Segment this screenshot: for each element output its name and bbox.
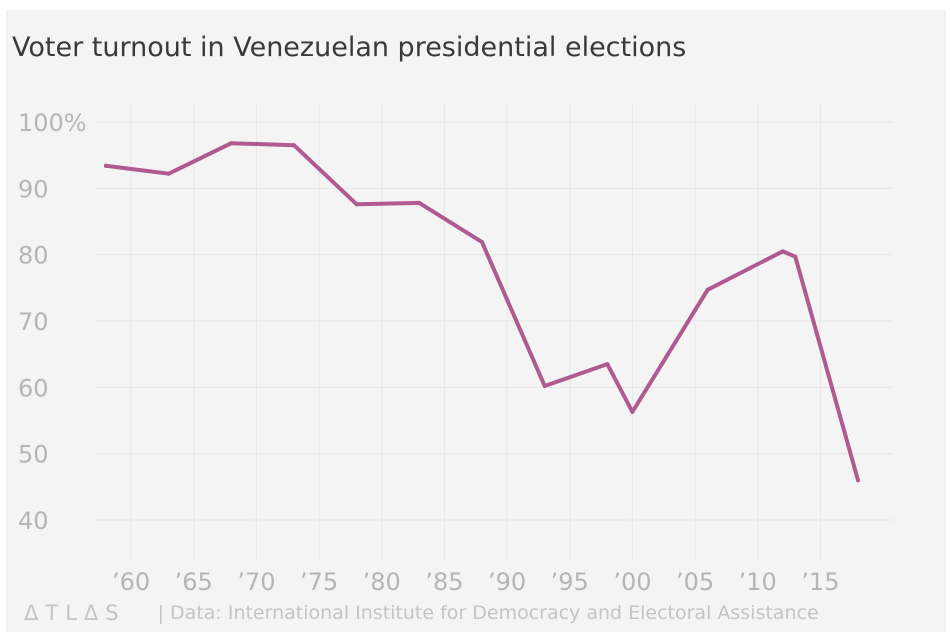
series-layer — [104, 141, 860, 483]
turnout-series-line — [104, 141, 860, 483]
x-tick-label: ’65 — [175, 568, 213, 596]
turnout-data-point — [354, 202, 359, 207]
turnout-data-point — [480, 240, 484, 245]
footer: ΔTLΔS | Data: International Institute fo… — [24, 598, 819, 628]
y-tick-label: 50 — [18, 441, 49, 469]
turnout-data-point — [793, 254, 798, 259]
x-tick-label: ’10 — [739, 568, 777, 596]
turnout-data-point — [630, 409, 635, 414]
x-tick-label: ’85 — [425, 568, 463, 596]
turnout-data-point — [104, 163, 108, 168]
x-tick-label: ’75 — [300, 568, 338, 596]
turnout-data-point — [417, 200, 422, 205]
x-tick-label: ’95 — [551, 568, 589, 596]
x-tick-label: ’70 — [237, 568, 275, 596]
turnout-data-point — [292, 143, 296, 148]
turnout-data-point — [542, 384, 547, 389]
x-axis-tick-labels: ’60 ’65 ’70 ’75 ’80 ’85 ’90 ’95 ’00 ’05 ’10 ’15 — [112, 568, 840, 596]
x-tick-label: ’00 — [613, 568, 651, 596]
y-tick-label: 40 — [18, 507, 49, 535]
x-tick-label: ’90 — [488, 568, 526, 596]
x-tick-label: ’05 — [676, 568, 714, 596]
y-tick-label: 90 — [18, 175, 49, 203]
y-tick-label: 70 — [18, 308, 49, 336]
y-axis-tick-labels: 40 50 60 70 80 90 100% — [18, 109, 87, 535]
turnout-data-point — [166, 171, 171, 176]
turnout-data-point — [605, 362, 610, 367]
x-tick-label: ’15 — [801, 568, 839, 596]
turnout-data-point — [856, 478, 860, 483]
data-source: | Data: International Institute for Demo… — [157, 602, 819, 624]
y-tick-label: 100% — [18, 109, 87, 137]
chart-title: Voter turnout in Venezuelan presidential… — [12, 32, 687, 63]
turnout-data-point — [780, 249, 785, 254]
y-tick-label: 60 — [18, 374, 49, 402]
turnout-data-point — [705, 287, 710, 292]
x-tick-label: ’80 — [363, 568, 401, 596]
y-tick-label: 80 — [18, 242, 49, 270]
turnout-data-point — [229, 141, 234, 146]
atlas-logo: ΔTLΔS — [24, 601, 126, 625]
grid-lines — [96, 105, 892, 560]
x-tick-label: ’60 — [112, 568, 150, 596]
